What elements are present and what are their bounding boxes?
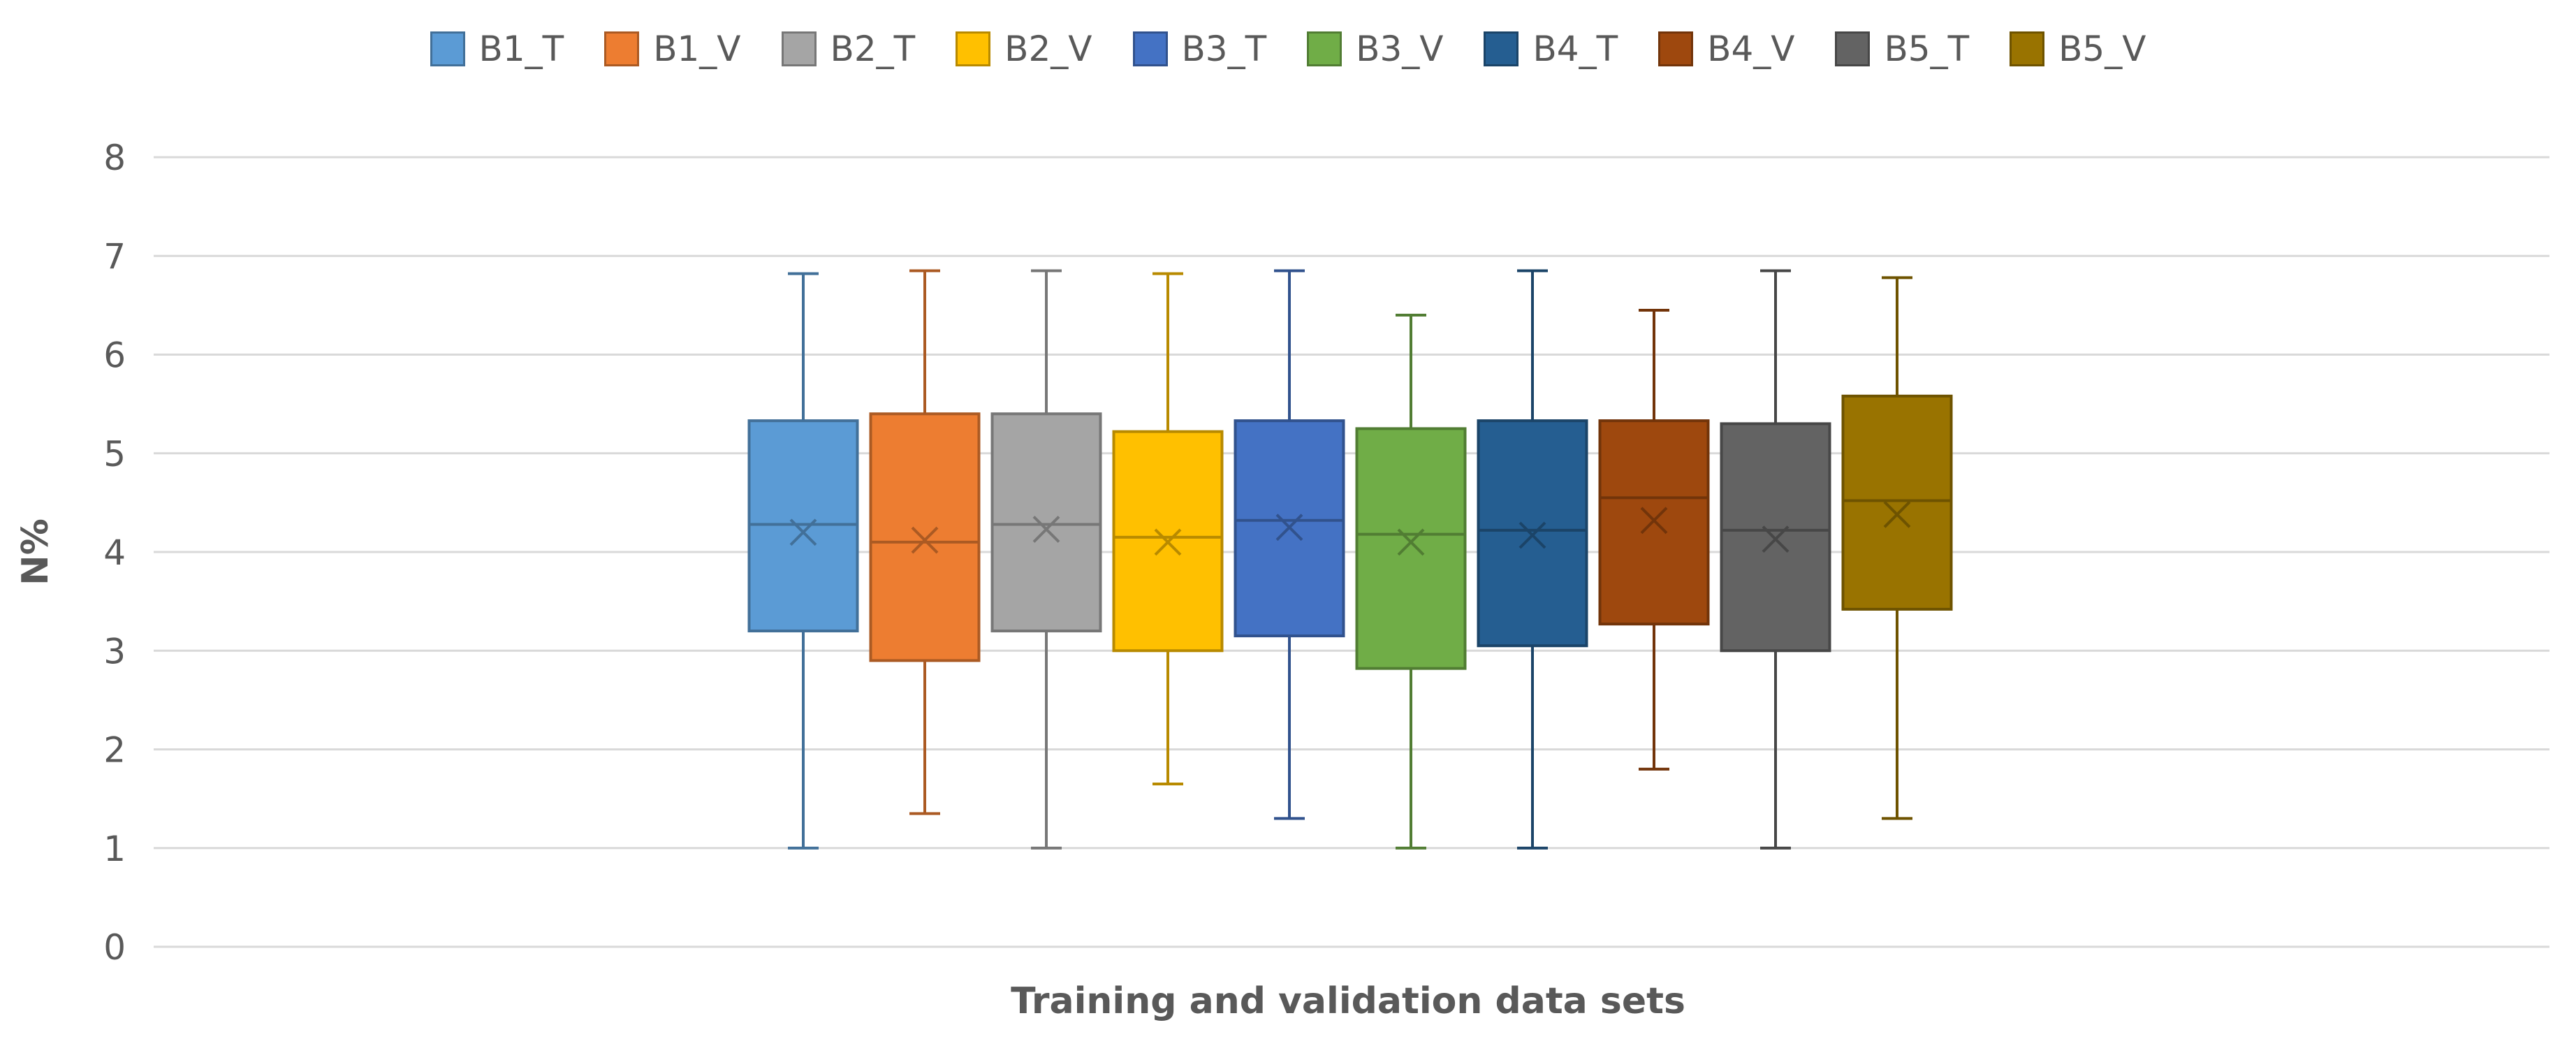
box-b2-t (990, 269, 1102, 850)
legend-item: B5_V (2010, 29, 2146, 69)
gridlines (154, 156, 2549, 948)
box-b5-t (1720, 269, 1831, 850)
y-tick-label: 7 (103, 236, 126, 277)
legend-item: B2_T (781, 29, 916, 69)
iqr-box (747, 419, 859, 632)
legend-item: B2_V (956, 29, 1092, 69)
box-b4-t (1477, 269, 1588, 850)
legend-item: B1_T (430, 29, 564, 69)
y-tick-label: 6 (103, 335, 126, 376)
legend-item: B3_V (1307, 29, 1443, 69)
y-tick-label: 8 (103, 138, 126, 178)
legend-swatch (2010, 31, 2045, 66)
iqr-box (1355, 427, 1467, 670)
legend-swatch (604, 31, 640, 66)
mean-marker (1883, 500, 1911, 528)
legend-item: B3_T (1132, 29, 1267, 69)
legend-label: B1_T (478, 29, 564, 69)
y-tick-label: 2 (103, 730, 126, 771)
mean-marker (1275, 514, 1303, 542)
y-tick-label: 5 (103, 434, 126, 474)
box-b5-v (1841, 276, 1953, 820)
mean-marker (1518, 521, 1546, 549)
box-b4-v (1598, 308, 1710, 771)
iqr-box (990, 412, 1102, 632)
legend-swatch (1484, 31, 1519, 66)
iqr-box (869, 412, 981, 662)
mean-marker (1032, 516, 1060, 543)
y-tick-label: 3 (103, 631, 126, 671)
mean-marker (1397, 528, 1425, 556)
mean-marker (789, 518, 817, 546)
box-b1-t (747, 272, 859, 850)
legend-label: B1_V (653, 29, 741, 69)
legend-label: B4_T (1532, 29, 1618, 69)
legend-swatch (1307, 31, 1342, 66)
legend-item: B1_V (604, 29, 741, 69)
legend-swatch (1658, 31, 1694, 66)
y-tick-label: 0 (103, 927, 126, 968)
legend-label: B2_T (830, 29, 916, 69)
legend-item: B5_T (1835, 29, 1969, 69)
box-b3-v (1355, 314, 1467, 850)
legend-label: B5_V (2058, 29, 2146, 69)
legend: B1_T B1_V B2_T B2_V B3_T B3_V B4_T B4_V B5_T B5_V (0, 21, 2576, 77)
mean-marker (1762, 525, 1790, 553)
legend-swatch (781, 31, 817, 66)
iqr-box (1720, 422, 1831, 653)
legend-swatch (1835, 31, 1871, 66)
legend-swatch (956, 31, 991, 66)
legend-swatch (430, 31, 465, 66)
y-tick-label: 4 (103, 532, 126, 573)
legend-item: B4_T (1484, 29, 1618, 69)
box-b1-v (869, 269, 981, 815)
box-b3-t (1234, 269, 1345, 820)
x-axis-title: Training and validation data sets (1011, 980, 1685, 1022)
mean-marker (1640, 507, 1668, 535)
mean-marker (911, 526, 939, 554)
legend-label: B4_V (1707, 29, 1795, 69)
iqr-box (1841, 394, 1953, 611)
legend-label: B3_V (1356, 29, 1444, 69)
boxes (747, 269, 1953, 850)
legend-label: B3_T (1181, 29, 1267, 69)
box-b2-v (1112, 272, 1224, 785)
y-axis-title: N% (15, 518, 57, 586)
legend-label: B2_V (1004, 29, 1092, 69)
legend-swatch (1132, 31, 1168, 66)
y-axis-ticks: 0 1 2 3 4 5 6 7 8 (103, 138, 126, 968)
legend-label: B5_T (1884, 29, 1970, 69)
mean-marker (1154, 528, 1182, 556)
y-tick-label: 1 (103, 829, 126, 869)
legend-item: B4_V (1658, 29, 1794, 69)
